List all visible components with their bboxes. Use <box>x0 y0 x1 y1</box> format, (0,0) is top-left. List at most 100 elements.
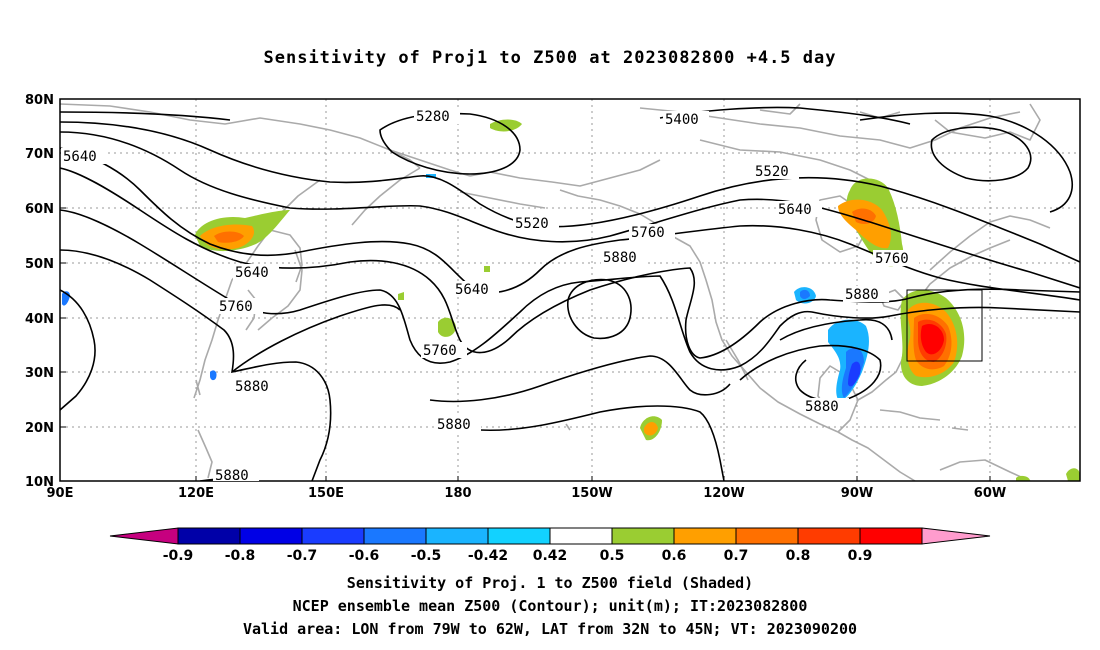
map-title: Sensitivity of Proj1 to Z500 at 20230828… <box>263 48 837 68</box>
longitude-labels: 90E 120E 150E 180 150W 120W 90W 60W <box>47 486 1007 501</box>
contour-label-text: 5760 <box>631 225 665 241</box>
contour-label-text: 5280 <box>416 109 450 125</box>
lon-label: 90E <box>47 486 74 501</box>
lon-label: 90W <box>841 486 873 501</box>
colorbar-box <box>301 527 365 545</box>
contour-label: 5520 <box>753 163 799 180</box>
colorbar-label: 0.9 <box>848 548 873 564</box>
shade-region <box>920 323 944 355</box>
contour-label-text: 5760 <box>875 251 909 267</box>
colorbar-box <box>177 527 241 545</box>
colorbar-label: 0.5 <box>600 548 625 564</box>
contour-label-text: 5880 <box>845 287 879 303</box>
grid-lines <box>60 99 1080 481</box>
contour-label-text: 5640 <box>63 149 97 165</box>
colorbar-label: -0.5 <box>411 548 442 564</box>
map-frame <box>59 98 1081 482</box>
lat-label: 50N <box>25 257 54 272</box>
contour-label: 5880 <box>435 416 481 433</box>
contour-label-text: 5880 <box>235 379 269 395</box>
contour-label-text: 5760 <box>219 299 253 315</box>
shade-region <box>852 208 876 224</box>
shade-region <box>1066 468 1080 481</box>
contour-label-text: 5880 <box>437 417 471 433</box>
contour-label-text: 5400 <box>665 112 699 128</box>
lat-label: 10N <box>25 475 54 490</box>
latitude-labels: 80N 70N 60N 50N 40N 30N 20N 10N <box>25 93 54 490</box>
shade-region <box>214 231 244 243</box>
contour-label-text: 5880 <box>215 468 249 484</box>
colorbar-box <box>363 527 427 545</box>
contour-label: 5880 <box>213 467 259 484</box>
colorbar-left-triangle <box>109 527 179 545</box>
shade-region <box>1016 475 1030 481</box>
colorbar-label: 0.6 <box>662 548 687 564</box>
shade-region <box>438 317 456 337</box>
colorbar-box <box>549 527 613 545</box>
shade-region <box>848 361 861 387</box>
contour-label-text: 5520 <box>515 216 549 232</box>
contour-label: 5760 <box>421 342 467 359</box>
lon-label: 150E <box>308 486 344 501</box>
colorbar-label: -0.8 <box>225 548 256 564</box>
contour-label: 5880 <box>803 398 849 415</box>
contour-label: 5880 <box>843 286 889 303</box>
lat-label: 80N <box>25 93 54 108</box>
valid-area-box <box>906 289 983 362</box>
contour-label: 5640 <box>453 281 499 298</box>
contour-label: 5280 <box>414 108 460 125</box>
contour-label: 5640 <box>61 148 107 165</box>
contour-label-text: 5520 <box>755 164 789 180</box>
colorbar-box <box>797 527 861 545</box>
contour-label: 5640 <box>233 264 279 281</box>
contour-label: 5400 <box>663 111 709 128</box>
contour-label: 5520 <box>513 215 559 232</box>
shade-region <box>644 422 658 436</box>
colorbar-label: -0.7 <box>287 548 318 564</box>
colorbar-box <box>611 527 675 545</box>
shade-region <box>484 266 490 272</box>
contour-label-text: 5640 <box>455 282 489 298</box>
colorbar-box <box>859 527 923 545</box>
lat-label: 40N <box>25 312 54 327</box>
contour-label-text: 5640 <box>778 202 812 218</box>
lon-label: 150W <box>571 486 612 501</box>
contour-label: 5760 <box>629 224 675 241</box>
contour-label-text: 5760 <box>423 343 457 359</box>
colorbar: -0.9 -0.8 -0.7 -0.6 -0.5 -0.42 0.42 0.5 0.6 0.7 0.… <box>109 527 991 564</box>
colorbar-label: -0.9 <box>163 548 194 564</box>
colorbar-box <box>735 527 799 545</box>
shade-region <box>800 289 810 299</box>
lat-label: 60N <box>25 202 54 217</box>
contour-label-text: 5640 <box>235 265 269 281</box>
contour-label: 5880 <box>601 249 647 266</box>
caption-line-1: Sensitivity of Proj. 1 to Z500 field (Sh… <box>346 574 754 592</box>
colorbar-box <box>239 527 303 545</box>
contour-labels: 5280 5400 5520 5520 5640 5640 5640 5640 … <box>61 108 919 484</box>
lon-label: 120W <box>703 486 744 501</box>
lon-label: 60W <box>974 486 1006 501</box>
lat-label: 70N <box>25 147 54 162</box>
caption-line-3: Valid area: LON from 79W to 62W, LAT fro… <box>242 620 858 638</box>
lat-label: 30N <box>25 366 54 381</box>
caption-line-2: NCEP ensemble mean Z500 (Contour); unit(… <box>292 597 808 615</box>
colorbar-box <box>673 527 737 545</box>
shade-region <box>210 370 217 381</box>
contour-label: 5760 <box>217 298 263 315</box>
lon-label: 120E <box>178 486 214 501</box>
colorbar-label: 0.7 <box>724 548 749 564</box>
contour-label: 5760 <box>873 250 919 267</box>
colorbar-box <box>425 527 489 545</box>
lon-label: 180 <box>444 486 471 501</box>
sensitivity-shading <box>62 119 1080 481</box>
contour-label-text: 5880 <box>805 399 839 415</box>
colorbar-label: 0.8 <box>786 548 811 564</box>
colorbar-label: -0.42 <box>468 548 508 564</box>
colorbar-box <box>487 527 551 545</box>
contour-label: 5640 <box>776 201 822 218</box>
lat-label: 20N <box>25 421 54 436</box>
contour-label: 5880 <box>233 378 279 395</box>
colorbar-label: 0.42 <box>533 548 568 564</box>
shade-region <box>398 292 404 300</box>
